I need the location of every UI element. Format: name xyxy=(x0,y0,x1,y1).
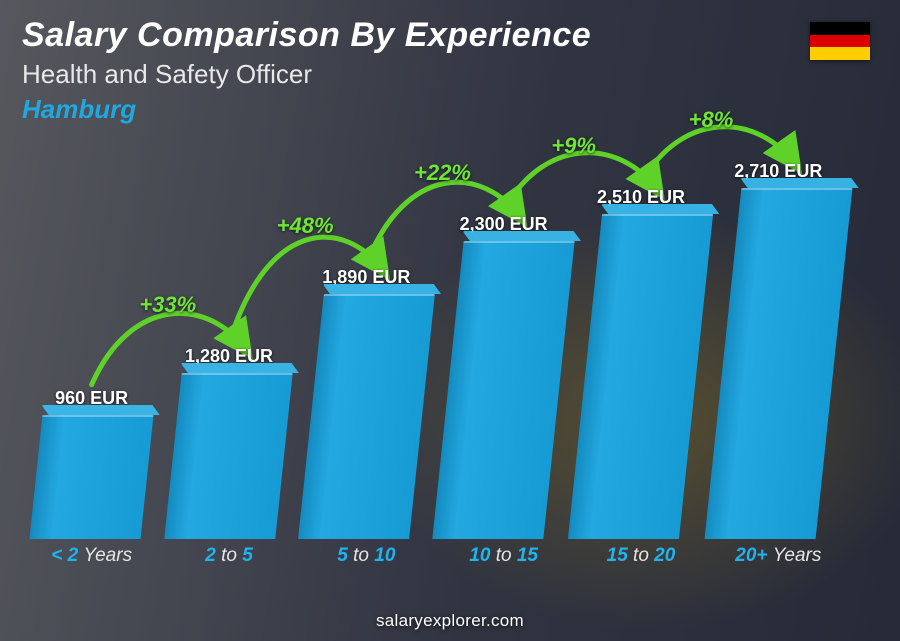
flag-stripe-1 xyxy=(810,22,870,35)
bar-group: 2,710 EUR xyxy=(723,161,834,539)
location-label: Hamburg xyxy=(22,94,878,125)
page-subtitle: Health and Safety Officer xyxy=(22,59,878,90)
x-axis-label: 5 to 10 xyxy=(311,545,422,573)
page-title: Salary Comparison By Experience xyxy=(22,16,878,55)
bar xyxy=(29,415,153,539)
x-axis-label: 10 to 15 xyxy=(448,545,559,573)
x-axis-label: 15 to 20 xyxy=(585,545,696,573)
bar xyxy=(704,188,852,539)
flag-stripe-3 xyxy=(810,47,870,60)
x-axis-labels: < 2 Years 2 to 5 5 to 10 10 to 15 15 to 20 20… xyxy=(30,545,840,573)
bar xyxy=(165,373,294,539)
x-axis-label: 20+ Years xyxy=(723,545,834,573)
flag-stripe-2 xyxy=(810,35,870,48)
bars-container: 960 EUR1,280 EUR1,890 EUR2,300 EUR2,510 … xyxy=(30,150,840,539)
bar xyxy=(568,214,713,539)
footer-attribution: salaryexplorer.com xyxy=(0,611,900,631)
x-axis-label: 2 to 5 xyxy=(173,545,284,573)
bar xyxy=(432,241,575,539)
bar-group: 2,510 EUR xyxy=(585,187,696,539)
salary-bar-chart: +33%+48%+22%+9%+8% 960 EUR1,280 EUR1,890… xyxy=(30,150,840,573)
bar-group: 1,890 EUR xyxy=(311,267,422,539)
bar-group: 960 EUR xyxy=(36,388,147,539)
x-axis-label: < 2 Years xyxy=(36,545,147,573)
bar xyxy=(298,294,435,539)
bar-group: 1,280 EUR xyxy=(173,346,284,539)
country-flag-germany xyxy=(810,22,870,60)
bar-group: 2,300 EUR xyxy=(448,214,559,539)
header: Salary Comparison By Experience Health a… xyxy=(22,16,878,125)
